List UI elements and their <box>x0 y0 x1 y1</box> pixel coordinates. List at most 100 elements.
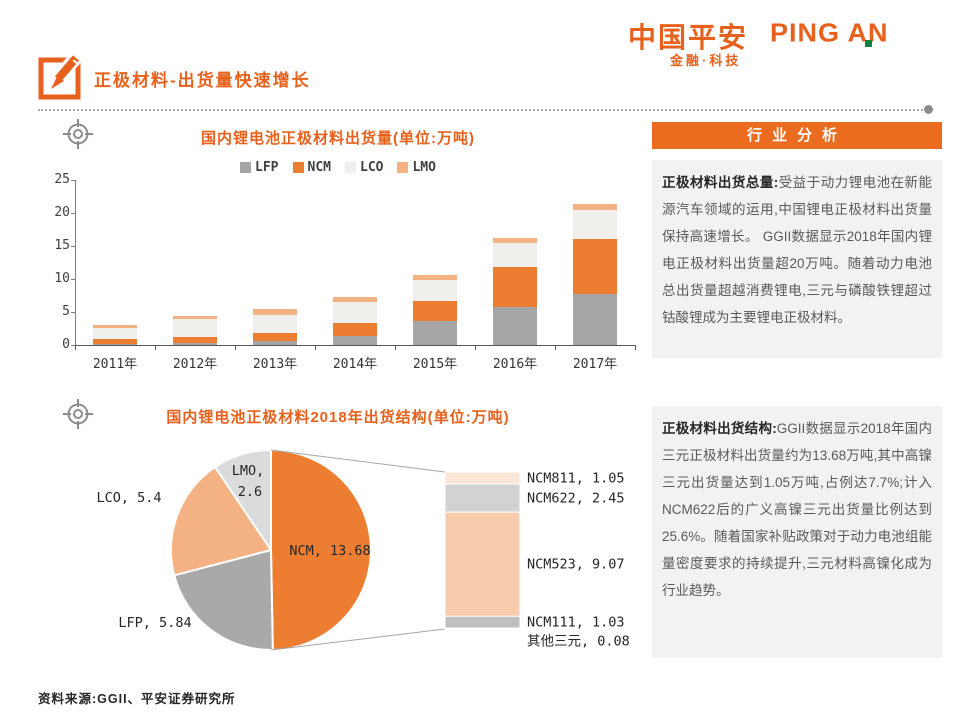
bar-segment-2016年-LMO <box>493 238 537 244</box>
x-axis-label: 2013年 <box>252 357 298 372</box>
bar-segment-2015年-LFP <box>413 321 457 345</box>
target-icon-bar-chart <box>62 118 94 150</box>
y-axis-tick-label: 0 <box>62 337 70 352</box>
y-axis-tick-mark <box>71 180 75 181</box>
bar-segment-2012年-LMO <box>173 315 217 320</box>
logo-tagline: 金融·科技 <box>670 53 742 68</box>
y-axis-tick-label: 25 <box>54 172 70 187</box>
bar-segment-2017年-LCO <box>573 210 617 239</box>
breakout-label-NCM811: NCM811, 1.05 <box>527 471 625 487</box>
page-title: 正极材料-出货量快速增长 <box>94 71 311 90</box>
bar-segment-2011年-LFP <box>93 343 137 345</box>
legend-item-LMO: LMO <box>397 160 436 175</box>
callout-line-top <box>270 449 446 473</box>
analysis-block-total: 正极材料出货总量:受益于动力锂电池在新能源汽车领域的运用,中国锂电正极材料出货量… <box>652 160 942 358</box>
separator-end-dot <box>924 105 933 114</box>
bar-chart-plot-area <box>75 180 636 346</box>
x-axis-tick-mark <box>155 346 156 350</box>
logo-cn-text: 中国平安 <box>628 22 749 53</box>
bar-chart-title: 国内锂电池正极材料出货量(单位:万吨) <box>201 130 475 147</box>
legend-swatch-LFP <box>240 162 252 173</box>
analysis-block-structure-text: GGII数据显示2018年国内三元正极材料出货量约为13.68万吨,其中高镍三元… <box>662 421 932 598</box>
x-axis-tick-mark <box>475 346 476 350</box>
breakout-label-其他三元: 其他三元, 0.08 <box>527 634 630 650</box>
bar-segment-2014年-LMO <box>333 297 377 303</box>
breakout-segment-NCM523 <box>444 511 521 617</box>
y-axis-tick-mark <box>71 246 75 247</box>
x-axis-tick-mark <box>315 346 316 350</box>
pencil-icon <box>38 48 85 100</box>
legend-label-LMO: LMO <box>412 160 436 175</box>
bar-segment-2011年-NCM <box>93 339 137 344</box>
x-axis-tick-mark <box>75 346 76 350</box>
y-axis-tick-mark <box>71 345 75 346</box>
analysis-block-structure-lead: 正极材料出货结构: <box>662 421 777 436</box>
y-axis-tick-label: 10 <box>54 271 70 286</box>
bar-segment-2014年-LCO <box>333 302 377 323</box>
pie-chart: NCM811, 1.05 NCM622, 2.45 NCM523, 9.07 NCM1… <box>96 449 630 651</box>
analysis-block-structure: 正极材料出货结构:GGII数据显示2018年国内三元正极材料出货量约为13.68… <box>652 406 942 658</box>
pie-slice-LCO <box>170 466 272 577</box>
x-axis-label: 2016年 <box>492 357 538 372</box>
bar-segment-2013年-LFP <box>253 341 297 345</box>
logo-green-square <box>865 40 872 47</box>
y-axis-tick-mark <box>71 279 75 280</box>
bar-segment-2017年-LMO <box>573 204 617 211</box>
legend-label-LFP: LFP <box>255 160 279 175</box>
x-axis-label: 2011年 <box>92 357 138 372</box>
y-axis-tick-label: 20 <box>54 205 70 220</box>
bar-segment-2015年-LCO <box>413 279 457 302</box>
bar-segment-2016年-LFP <box>493 307 537 345</box>
x-axis-label: 2014年 <box>332 357 378 372</box>
breakout-segment-NCM811 <box>444 471 521 485</box>
pie-slice-LMO <box>214 449 272 551</box>
y-axis-tick-mark <box>71 312 75 313</box>
x-axis-tick-mark <box>235 346 236 350</box>
breakout-segment-NCM111 <box>444 615 521 629</box>
pie-slice-LFP <box>173 549 274 651</box>
pingan-logo: 中国平安 PING AN 金融·科技 <box>620 14 930 68</box>
target-icon-pie-chart <box>62 398 94 430</box>
x-axis-tick-mark <box>635 346 636 350</box>
x-axis-label: 2017年 <box>572 357 618 372</box>
bar-segment-2016年-LCO <box>493 243 537 268</box>
bar-segment-2017年-NCM <box>573 238 617 295</box>
industry-analysis-header: 行业分析 <box>652 122 942 149</box>
bar-chart: 0 5 10 15 20 25 2011年 2012年 2013年 2014年 2015年 2016年… <box>38 172 638 380</box>
y-axis-tick-label: 5 <box>62 304 70 319</box>
x-axis-label: 2012年 <box>172 357 218 372</box>
pie-label-LFP: LFP, 5.84 <box>118 615 191 631</box>
y-axis-tick-label: 15 <box>54 238 70 253</box>
pie-label-LMO: LMO, 2.6 <box>232 463 265 500</box>
legend-item-LCO: LCO <box>345 160 383 175</box>
bar-segment-2015年-NCM <box>413 301 457 322</box>
bar-segment-2014年-NCM <box>333 322 377 336</box>
bar-chart-legend: LFP NCM LCO LMO <box>38 160 638 175</box>
legend-label-NCM: NCM <box>307 160 331 175</box>
breakout-label-NCM622: NCM622, 2.45 <box>527 491 625 507</box>
y-axis-tick-mark <box>71 213 75 214</box>
bar-segment-2015年-LMO <box>413 275 457 280</box>
bar-segment-2017年-LFP <box>573 294 617 345</box>
legend-item-LFP: LFP <box>240 160 279 175</box>
bar-segment-2013年-LMO <box>253 309 297 315</box>
source-note: 资料来源:GGII、平安证券研究所 <box>38 692 236 706</box>
breakout-label-NCM111: NCM111, 1.03 <box>527 615 625 631</box>
x-axis-label: 2015年 <box>412 357 458 372</box>
dotted-separator <box>38 105 933 114</box>
analysis-block-total-text: 受益于动力锂电池在新能源汽车领域的运用,中国锂电正极材料出货量保持高速增长。 G… <box>662 175 933 325</box>
x-axis-tick-mark <box>555 346 556 350</box>
bar-segment-2014年-LFP <box>333 335 377 345</box>
bar-segment-2011年-LMO <box>93 324 137 328</box>
breakout-segment-其他三元 <box>444 627 521 630</box>
bar-segment-2012年-NCM <box>173 337 217 344</box>
bar-segment-2012年-LCO <box>173 319 217 338</box>
analysis-block-total-lead: 正极材料出货总量: <box>662 175 779 190</box>
breakout-label-NCM523: NCM523, 9.07 <box>527 557 625 573</box>
pie-slice-NCM <box>270 449 372 651</box>
bar-segment-2013年-LCO <box>253 314 297 334</box>
legend-swatch-NCM <box>292 162 304 173</box>
legend-swatch-LMO <box>397 162 409 173</box>
legend-item-NCM: NCM <box>292 160 331 175</box>
